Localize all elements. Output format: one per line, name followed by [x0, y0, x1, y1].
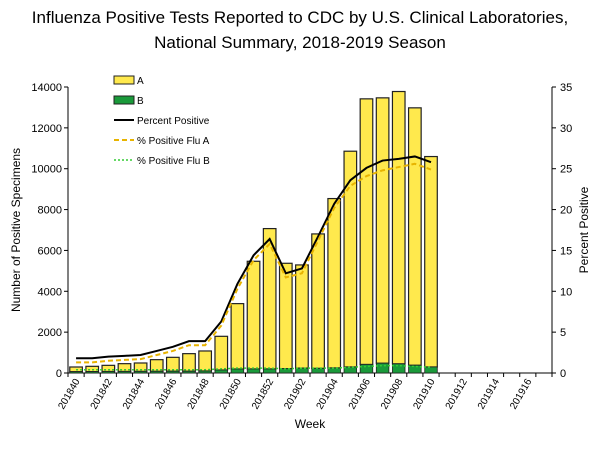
legend-label: A — [137, 76, 144, 87]
x-tick-label: 201910 — [411, 377, 437, 412]
line--positive-flu-a — [76, 162, 432, 364]
y2-tick-label: 15 — [560, 245, 572, 257]
y-tick-label: 10000 — [31, 164, 62, 176]
bar-a — [375, 97, 390, 364]
x-tick-label: 201850 — [218, 377, 244, 412]
y2-tick-label: 20 — [560, 205, 572, 217]
legend-swatch-b — [113, 95, 135, 105]
bar-a — [101, 364, 116, 373]
bar-b — [424, 366, 438, 374]
line-percent-positive — [76, 155, 432, 360]
x-tick-label: 201906 — [347, 377, 373, 412]
bar-a — [278, 262, 293, 370]
y2-tick-label: 10 — [560, 286, 572, 298]
x-axis-label: Week — [295, 417, 326, 431]
bar-a — [214, 335, 229, 371]
bar-b — [166, 370, 180, 374]
bar-a — [182, 353, 196, 372]
y-tick-label: 8000 — [38, 205, 62, 217]
y2-tick-label: 35 — [560, 82, 572, 94]
bar-b — [408, 364, 422, 374]
bar-a — [407, 107, 422, 366]
bar-b — [150, 370, 164, 374]
bar-b — [327, 367, 341, 374]
bar-a — [85, 365, 100, 373]
bar-b — [182, 370, 196, 374]
x-tick-label: 201914 — [476, 377, 502, 412]
bar-a — [246, 260, 261, 370]
bar-b — [133, 370, 148, 374]
y-axis-label: Number of Positive Specimens — [9, 148, 23, 312]
bar-b — [246, 368, 261, 374]
chart-title-line2: National Summary, 2018-2019 Season — [154, 33, 446, 52]
x-tick-label: 201848 — [186, 377, 212, 412]
y-tick-label: 0 — [56, 368, 62, 380]
bar-a — [230, 303, 245, 370]
y-tick-label: 14000 — [31, 82, 62, 94]
y2-tick-label: 30 — [560, 123, 572, 135]
y2-tick-label: 25 — [560, 164, 572, 176]
bar-a — [198, 350, 213, 372]
bar-a — [327, 197, 342, 369]
x-tick-label: 201904 — [315, 377, 341, 412]
y-tick-label: 4000 — [38, 286, 62, 298]
bar-a — [391, 90, 406, 365]
chart-title-line1: Influenza Positive Tests Reported to CDC… — [31, 8, 569, 27]
y-tick-label: 12000 — [31, 123, 62, 135]
y2-tick-label: 0 — [560, 368, 566, 380]
legend-label: Percent Positive — [137, 116, 210, 127]
legend-swatch-a — [113, 75, 135, 85]
bar-b — [85, 371, 99, 374]
legend-label: B — [137, 96, 144, 107]
y2-tick-label: 5 — [560, 327, 566, 339]
x-tick-label: 201844 — [121, 377, 147, 412]
x-tick-label: 201840 — [56, 377, 82, 412]
bar-b — [375, 362, 390, 374]
bar-b — [343, 366, 358, 374]
x-tick-label: 201842 — [89, 377, 115, 412]
x-tick-label: 201916 — [508, 377, 534, 412]
bar-a — [295, 264, 309, 369]
bar-b — [230, 368, 245, 374]
bar-a — [311, 233, 325, 369]
bar-a — [424, 155, 438, 368]
bar-b — [69, 371, 83, 374]
legend-label: % Positive Flu B — [137, 156, 210, 167]
bar-b — [392, 363, 406, 374]
bar-b — [311, 367, 325, 374]
bar-b — [101, 371, 116, 374]
y-tick-label: 6000 — [38, 245, 62, 257]
bar-b — [117, 371, 132, 374]
x-tick-label: 201902 — [282, 377, 308, 412]
y2-axis-label: Percent Positive — [577, 186, 591, 273]
bar-b — [262, 368, 277, 374]
x-tick-label: 201912 — [444, 377, 470, 412]
legend-label: % Positive Flu A — [137, 136, 210, 147]
x-tick-label: 201908 — [379, 377, 405, 412]
bar-b — [214, 369, 228, 374]
bar-a — [359, 98, 374, 366]
bar-b — [198, 370, 212, 374]
line--positive-flu-b — [76, 364, 432, 371]
bar-b — [359, 364, 374, 374]
y-tick-label: 2000 — [38, 327, 62, 339]
x-tick-label: 201846 — [153, 377, 179, 412]
x-tick-label: 201852 — [250, 377, 276, 412]
